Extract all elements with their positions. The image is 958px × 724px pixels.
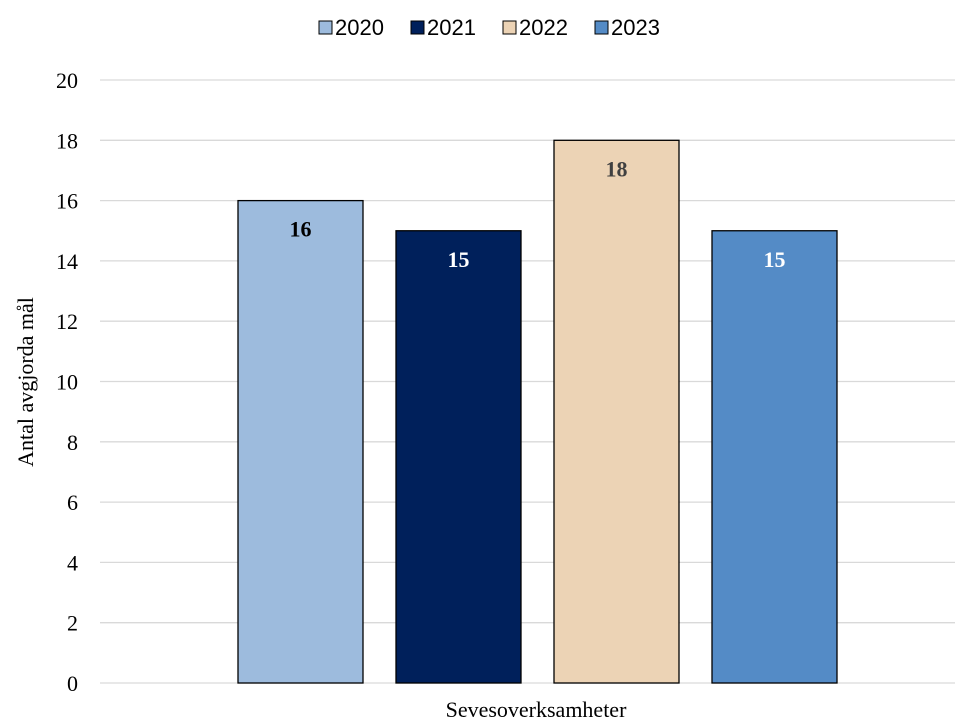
data-labels: 16 15 18 15 [290, 156, 786, 271]
y-tick-label: 0 [67, 671, 78, 696]
bar-2021 [395, 230, 522, 684]
data-label-2023: 15 [764, 247, 786, 272]
y-tick-label: 18 [56, 128, 78, 153]
legend-swatch-2022 [502, 20, 517, 35]
legend-swatch-2021 [410, 20, 425, 35]
y-tick-label: 16 [56, 189, 78, 214]
bar-2020 [237, 199, 364, 684]
y-tick-label: 10 [56, 370, 78, 395]
y-tick-label: 14 [56, 249, 78, 274]
bar-2022 [553, 139, 680, 684]
y-axis-ticks: 0 2 4 6 8 10 12 14 16 18 20 [56, 68, 78, 696]
legend-label-2022: 2022 [519, 15, 568, 40]
legend-label-2023: 2023 [611, 15, 660, 40]
x-axis-category-label: Sevesoverksamheter [446, 697, 627, 722]
bar-2023 [711, 230, 838, 684]
legend: 2020 2021 2022 2023 [318, 15, 660, 40]
data-label-2022: 18 [606, 156, 628, 181]
y-axis-title: Antal avgjorda mål [13, 297, 38, 467]
legend-label-2020: 2020 [335, 15, 384, 40]
y-tick-label: 6 [67, 490, 78, 515]
bars [237, 139, 838, 684]
data-label-2021: 15 [448, 247, 470, 272]
y-tick-label: 2 [67, 611, 78, 636]
y-tick-label: 8 [67, 430, 78, 455]
data-label-2020: 16 [290, 217, 312, 242]
y-tick-label: 12 [56, 309, 78, 334]
legend-swatch-2020 [318, 20, 333, 35]
y-tick-label: 20 [56, 68, 78, 93]
y-tick-label: 4 [67, 550, 78, 575]
legend-swatch-2023 [594, 20, 609, 35]
legend-label-2021: 2021 [427, 15, 476, 40]
